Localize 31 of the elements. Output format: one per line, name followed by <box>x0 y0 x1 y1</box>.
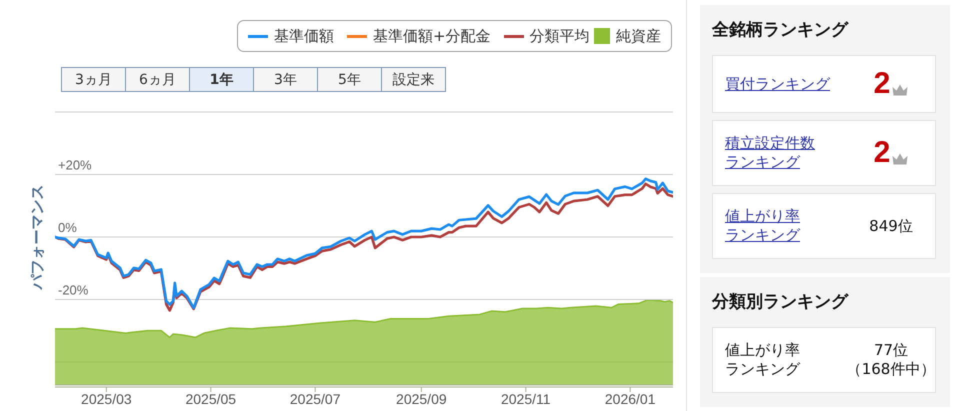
x-tick-label: 2025/03 <box>81 390 132 407</box>
legend-label: 基準価額 <box>274 26 334 46</box>
text: 1年 <box>189 67 254 92</box>
text: 6ヵ月 <box>125 67 190 92</box>
y-tick-label: -20% <box>58 282 89 298</box>
data-label: 849位 <box>869 216 913 236</box>
category-label: 積立設定件数ランキング <box>725 134 816 172</box>
x-tick-label: 2026/01 <box>604 390 656 407</box>
x-tick-label: 2025/05 <box>185 390 236 407</box>
category-label: 値上がり率ランキング <box>725 341 802 379</box>
legend-label: 分類平均 <box>530 26 590 46</box>
x-tick-label: 2025/07 <box>290 390 341 407</box>
text: 設定来 <box>381 67 446 92</box>
legend-label: 純資産 <box>616 26 661 46</box>
data-label: 77位 <box>874 341 908 360</box>
x-tick-label: 2025/09 <box>396 390 447 407</box>
text: 3ヵ月 <box>61 67 126 92</box>
y-axis-title: パフォーマンス <box>28 184 46 290</box>
text: （168件中） <box>846 360 936 379</box>
text: 3年 <box>253 67 318 92</box>
y-tick-label: 0% <box>58 220 78 235</box>
text: 5年 <box>317 67 382 92</box>
text: 全銘柄ランキング <box>712 19 850 42</box>
x-tick-label: 2025/11 <box>500 390 551 407</box>
legend-label: 基準価額+分配金 <box>373 26 491 46</box>
data-label: 2 <box>874 67 890 100</box>
category-label: 買付ランキング <box>725 74 830 94</box>
data-label: 2 <box>874 136 890 169</box>
text: 分類別ランキング <box>712 291 850 314</box>
y-tick-label: +20% <box>58 158 92 172</box>
category-label: 値上がり率ランキング <box>725 207 802 245</box>
